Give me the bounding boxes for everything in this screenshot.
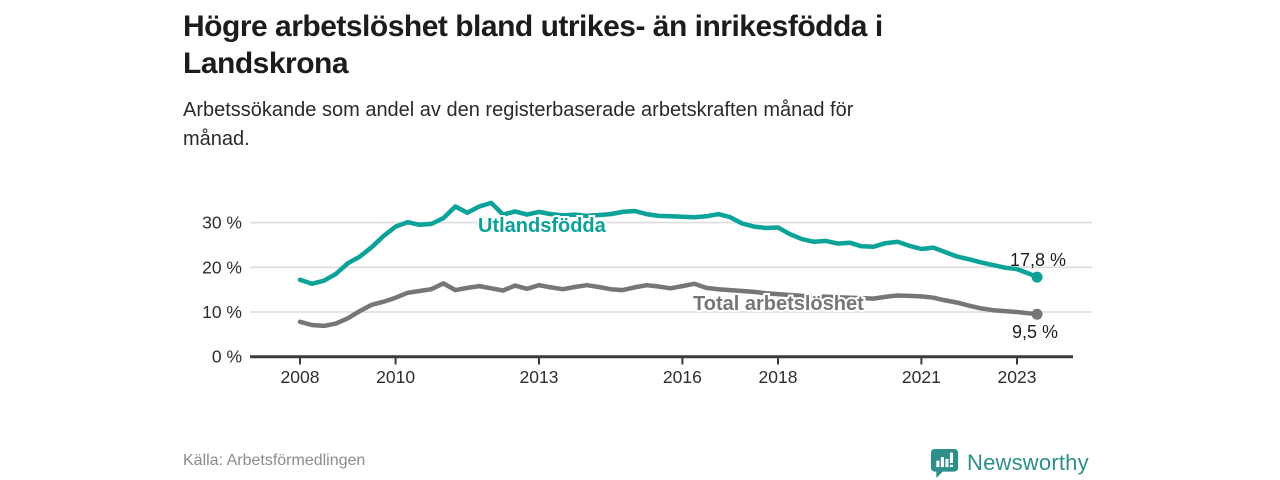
page-subtitle-line1: Arbetssökande som andel av den registerb…	[183, 99, 854, 121]
newsworthy-speech-bubble-bar-chart-icon	[930, 448, 959, 478]
y-tick-label: 10 %	[202, 302, 242, 322]
source-caption: Källa: Arbetsförmedlingen	[183, 452, 366, 469]
page-subtitle: Arbetssökande som andel av den registerb…	[183, 96, 1083, 154]
page-title-line2: Landskrona	[183, 47, 349, 80]
x-tick-label: 2008	[281, 367, 320, 387]
x-tick-label: 2013	[520, 367, 559, 387]
series-end-value-0: 17,8 %	[1010, 250, 1066, 270]
chart: 0 % 10 % 20 % 30 % 2008 2010 2013 2016 2018 2021 2…	[202, 200, 1092, 387]
y-tick-label: 20 %	[202, 257, 242, 277]
series-line-0	[297, 200, 1040, 287]
page-subtitle-line2: månad.	[183, 128, 250, 150]
x-tick-label: 2010	[376, 367, 415, 387]
series-end-dot-0	[1031, 271, 1043, 283]
y-tick-label: 0 %	[212, 347, 242, 367]
x-tick-label: 2023	[998, 367, 1037, 387]
series-end-value-1: 9,5 %	[1012, 322, 1058, 342]
chart-area: 0 % 10 % 20 % 30 % 2008 2010 2013 2016 2018 2021 2…	[180, 185, 1095, 400]
series-label-0: Utlandsfödda	[478, 215, 607, 237]
series-label-1: Total arbetslöshet	[693, 293, 864, 315]
series-line-1	[297, 281, 1040, 329]
page-title: Högre arbetslöshet bland utrikes- än inr…	[183, 8, 1083, 82]
newsworthy-logo: Newsworthy	[930, 448, 1089, 478]
page-title-line1: Högre arbetslöshet bland utrikes- än inr…	[183, 10, 883, 43]
x-tick-label: 2021	[902, 367, 941, 387]
newsworthy-brand-text: Newsworthy	[967, 450, 1089, 475]
x-tick-label: 2016	[663, 367, 702, 387]
y-tick-label: 30 %	[202, 213, 242, 233]
x-tick-label: 2018	[759, 367, 798, 387]
series-end-dot-1	[1031, 308, 1043, 320]
